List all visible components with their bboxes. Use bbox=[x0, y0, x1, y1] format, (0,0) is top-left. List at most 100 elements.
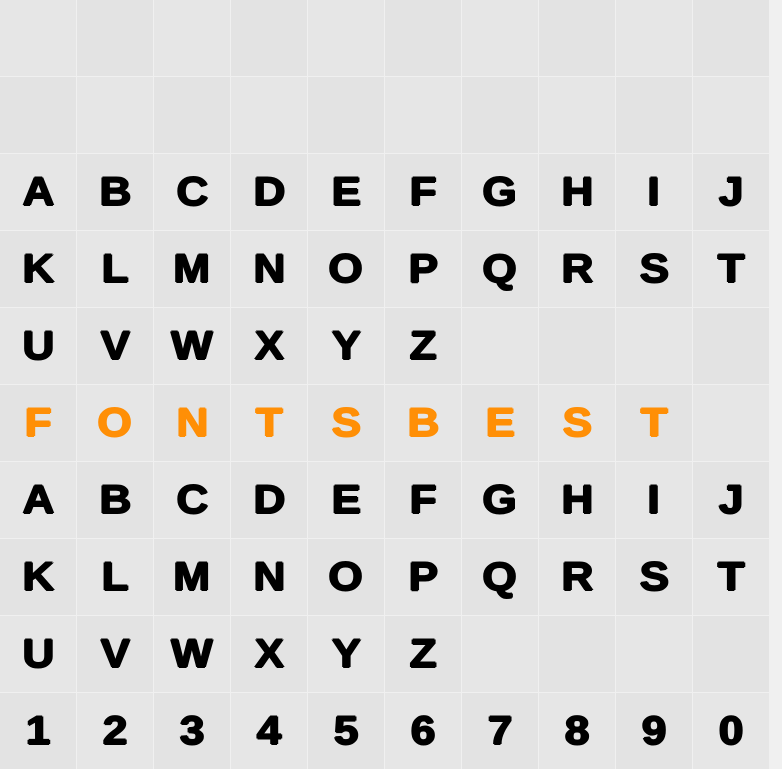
glyph-I: I bbox=[648, 170, 660, 215]
empty-cell bbox=[616, 77, 692, 153]
glyph-cell: P bbox=[385, 231, 461, 307]
glyph-N: N bbox=[176, 401, 208, 446]
empty-cell bbox=[693, 308, 769, 384]
glyph-cell: O bbox=[77, 385, 153, 461]
glyph-A: A bbox=[22, 170, 54, 215]
glyph-cell: N bbox=[231, 539, 307, 615]
glyph-cell: M bbox=[154, 231, 230, 307]
glyph-cell: 4 bbox=[231, 693, 307, 769]
glyph-Y: Y bbox=[331, 324, 360, 369]
glyph-1: 1 bbox=[26, 709, 50, 754]
glyph-cell: 9 bbox=[616, 693, 692, 769]
glyph-M: M bbox=[174, 555, 211, 600]
glyph-E: E bbox=[331, 170, 360, 215]
glyph-cell: G bbox=[462, 462, 538, 538]
glyph-cell: 0 bbox=[693, 693, 769, 769]
glyph-Q: Q bbox=[483, 247, 517, 292]
glyph-cell: 8 bbox=[539, 693, 615, 769]
glyph-O: O bbox=[329, 555, 363, 600]
glyph-cell: I bbox=[616, 154, 692, 230]
glyph-cell: R bbox=[539, 539, 615, 615]
glyph-cell: V bbox=[77, 308, 153, 384]
glyph-cell: A bbox=[0, 462, 76, 538]
glyph-W: W bbox=[171, 324, 213, 369]
glyph-O: O bbox=[329, 247, 363, 292]
glyph-cell: 6 bbox=[385, 693, 461, 769]
glyph-cell: G bbox=[462, 154, 538, 230]
empty-cell bbox=[308, 77, 384, 153]
glyph-cell: W bbox=[154, 616, 230, 692]
empty-cell bbox=[231, 0, 307, 76]
glyph-cell: J bbox=[693, 154, 769, 230]
glyph-cell: S bbox=[539, 385, 615, 461]
empty-cell bbox=[462, 616, 538, 692]
empty-cell bbox=[539, 616, 615, 692]
glyph-T: T bbox=[641, 401, 668, 446]
glyph-D: D bbox=[253, 170, 285, 215]
empty-cell bbox=[385, 77, 461, 153]
glyph-I: I bbox=[648, 478, 660, 523]
glyph-E: E bbox=[331, 478, 360, 523]
glyph-cell: Y bbox=[308, 616, 384, 692]
glyph-cell: M bbox=[154, 539, 230, 615]
glyph-9: 9 bbox=[642, 709, 666, 754]
glyph-4: 4 bbox=[257, 709, 281, 754]
empty-cell bbox=[77, 0, 153, 76]
glyph-cell: J bbox=[693, 462, 769, 538]
glyph-cell: F bbox=[385, 462, 461, 538]
glyph-Z: Z bbox=[410, 632, 437, 677]
glyph-J: J bbox=[719, 170, 743, 215]
glyph-C: C bbox=[176, 170, 208, 215]
empty-cell bbox=[693, 77, 769, 153]
empty-cell bbox=[693, 385, 769, 461]
glyph-W: W bbox=[171, 632, 213, 677]
glyph-Y: Y bbox=[331, 632, 360, 677]
glyph-cell: S bbox=[616, 539, 692, 615]
glyph-R: R bbox=[561, 247, 593, 292]
glyph-cell: Z bbox=[385, 308, 461, 384]
empty-cell bbox=[616, 0, 692, 76]
glyph-cell: C bbox=[154, 154, 230, 230]
glyph-cell: Z bbox=[385, 616, 461, 692]
empty-cell bbox=[616, 308, 692, 384]
empty-cell bbox=[693, 0, 769, 76]
glyph-K: K bbox=[22, 555, 54, 600]
glyph-B: B bbox=[99, 478, 131, 523]
glyph-cell: H bbox=[539, 462, 615, 538]
glyph-E: E bbox=[485, 401, 514, 446]
glyph-P: P bbox=[408, 247, 437, 292]
empty-cell bbox=[539, 308, 615, 384]
glyph-cell: T bbox=[693, 539, 769, 615]
glyph-cell: X bbox=[231, 616, 307, 692]
glyph-cell: 3 bbox=[154, 693, 230, 769]
glyph-cell: O bbox=[308, 539, 384, 615]
glyph-cell: Q bbox=[462, 231, 538, 307]
glyph-L: L bbox=[102, 555, 129, 600]
glyph-U: U bbox=[22, 324, 54, 369]
glyph-S: S bbox=[331, 401, 360, 446]
glyph-cell: I bbox=[616, 462, 692, 538]
glyph-N: N bbox=[253, 555, 285, 600]
glyph-cell: O bbox=[308, 231, 384, 307]
glyph-cell: H bbox=[539, 154, 615, 230]
empty-cell bbox=[0, 0, 76, 76]
glyph-U: U bbox=[22, 632, 54, 677]
glyph-cell: N bbox=[154, 385, 230, 461]
empty-cell bbox=[0, 77, 76, 153]
glyph-cell: A bbox=[0, 154, 76, 230]
glyph-grid: ABCDEFGHIJKLMNOPQRSTUVWXYZFONTSBESTABCDE… bbox=[0, 0, 782, 769]
glyph-K: K bbox=[22, 247, 54, 292]
glyph-V: V bbox=[100, 632, 129, 677]
glyph-cell: W bbox=[154, 308, 230, 384]
glyph-cell: T bbox=[693, 231, 769, 307]
empty-cell bbox=[154, 77, 230, 153]
glyph-X: X bbox=[254, 324, 283, 369]
empty-cell bbox=[154, 0, 230, 76]
glyph-T: T bbox=[256, 401, 283, 446]
glyph-cell: B bbox=[385, 385, 461, 461]
glyph-cell: L bbox=[77, 539, 153, 615]
glyph-V: V bbox=[100, 324, 129, 369]
glyph-H: H bbox=[561, 170, 593, 215]
glyph-cell: L bbox=[77, 231, 153, 307]
glyph-cell: R bbox=[539, 231, 615, 307]
